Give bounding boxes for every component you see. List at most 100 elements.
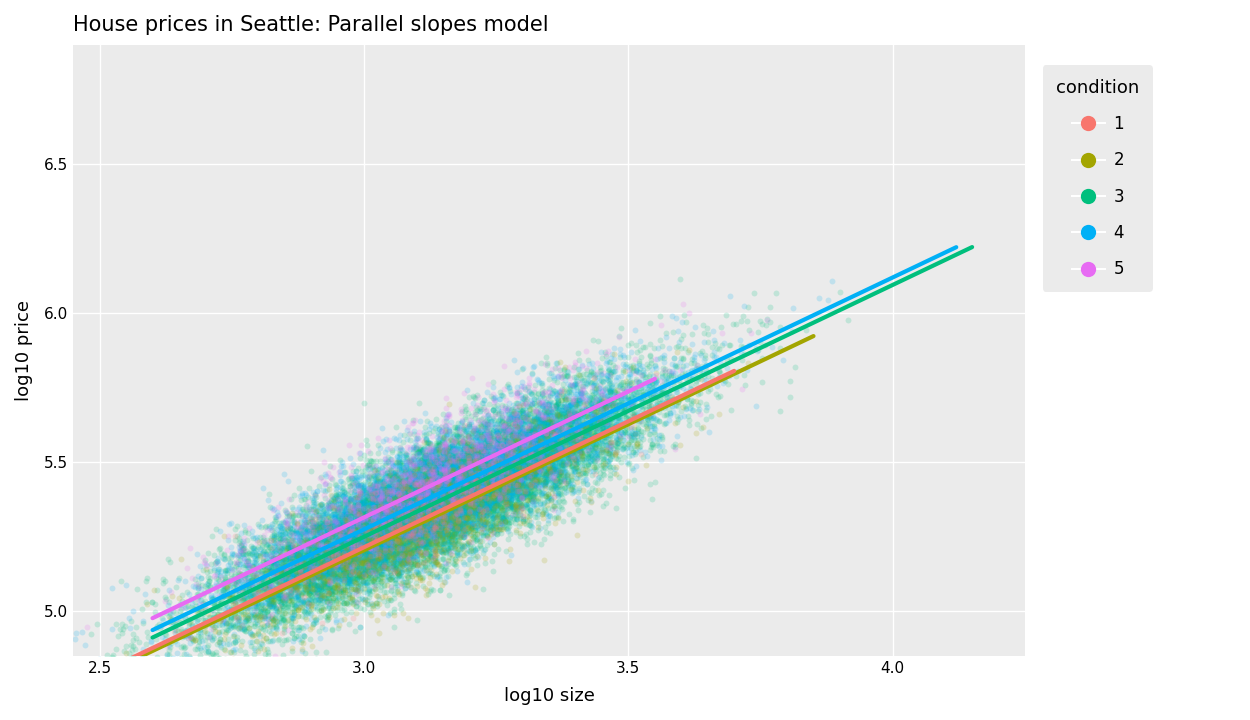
Point: [155, 628, 175, 639]
Point: [222, 592, 243, 603]
Point: [269, 603, 289, 615]
Point: [479, 464, 499, 476]
Point: [282, 523, 302, 535]
Point: [488, 509, 508, 521]
Point: [294, 631, 314, 642]
Point: [616, 385, 636, 397]
Point: [425, 552, 445, 564]
Point: [253, 582, 272, 594]
Point: [334, 514, 354, 526]
Point: [234, 654, 254, 666]
Point: [575, 426, 595, 438]
Point: [526, 461, 546, 472]
Point: [506, 422, 526, 433]
Point: [599, 400, 619, 411]
Point: [436, 477, 456, 488]
Point: [165, 618, 185, 629]
Point: [474, 473, 494, 485]
Point: [342, 534, 362, 546]
Point: [312, 568, 332, 580]
Point: [350, 491, 370, 503]
Point: [581, 397, 601, 408]
Point: [505, 451, 525, 462]
Point: [534, 417, 554, 428]
Point: [434, 546, 454, 557]
Point: [575, 426, 595, 437]
Point: [432, 447, 452, 459]
Point: [486, 499, 506, 510]
Point: [478, 472, 498, 483]
Point: [595, 428, 615, 440]
Point: [479, 469, 499, 481]
Point: [272, 570, 292, 581]
Point: [421, 510, 441, 522]
Point: [471, 428, 491, 440]
Point: [474, 500, 494, 512]
Point: [510, 430, 530, 441]
Point: [576, 478, 596, 490]
Point: [414, 474, 434, 485]
Point: [480, 466, 500, 477]
Point: [256, 568, 276, 580]
Point: [396, 554, 416, 566]
Point: [428, 426, 448, 438]
Point: [335, 570, 355, 581]
Point: [436, 474, 456, 485]
Point: [338, 534, 357, 545]
Point: [475, 492, 495, 503]
Point: [568, 440, 588, 451]
Point: [450, 463, 470, 474]
Point: [462, 498, 482, 509]
Point: [414, 535, 434, 546]
Point: [549, 408, 569, 420]
Point: [518, 455, 538, 467]
Point: [531, 420, 551, 431]
Point: [386, 511, 406, 523]
Point: [398, 536, 418, 547]
Point: [458, 480, 478, 491]
Point: [276, 575, 296, 586]
Point: [366, 589, 386, 600]
Point: [489, 414, 509, 426]
Point: [432, 579, 452, 590]
Point: [276, 571, 296, 582]
Point: [338, 576, 357, 588]
Point: [554, 456, 574, 468]
Point: [310, 565, 330, 577]
Point: [575, 444, 595, 456]
Point: [215, 618, 235, 630]
Point: [505, 458, 525, 469]
Point: [388, 485, 408, 496]
Point: [382, 517, 402, 528]
Point: [248, 592, 268, 603]
Point: [375, 543, 395, 554]
Point: [188, 615, 208, 626]
Point: [481, 489, 501, 500]
Point: [478, 518, 498, 530]
Point: [466, 494, 486, 505]
Point: [472, 505, 492, 516]
Point: [630, 390, 650, 401]
Point: [414, 513, 434, 524]
Point: [380, 480, 400, 492]
Point: [366, 554, 386, 565]
Point: [402, 520, 422, 531]
Point: [476, 463, 496, 474]
Point: [666, 346, 686, 358]
Point: [282, 512, 302, 523]
Point: [394, 501, 414, 513]
Point: [471, 475, 491, 487]
Point: [514, 433, 534, 444]
Point: [389, 548, 409, 559]
Point: [470, 467, 490, 478]
Point: [554, 398, 574, 410]
Point: [439, 454, 459, 466]
Point: [530, 498, 550, 509]
Point: [435, 492, 455, 504]
Point: [671, 379, 691, 391]
Point: [214, 643, 234, 654]
Point: [320, 549, 340, 561]
Point: [479, 495, 499, 507]
Point: [388, 502, 408, 513]
Point: [376, 486, 396, 498]
